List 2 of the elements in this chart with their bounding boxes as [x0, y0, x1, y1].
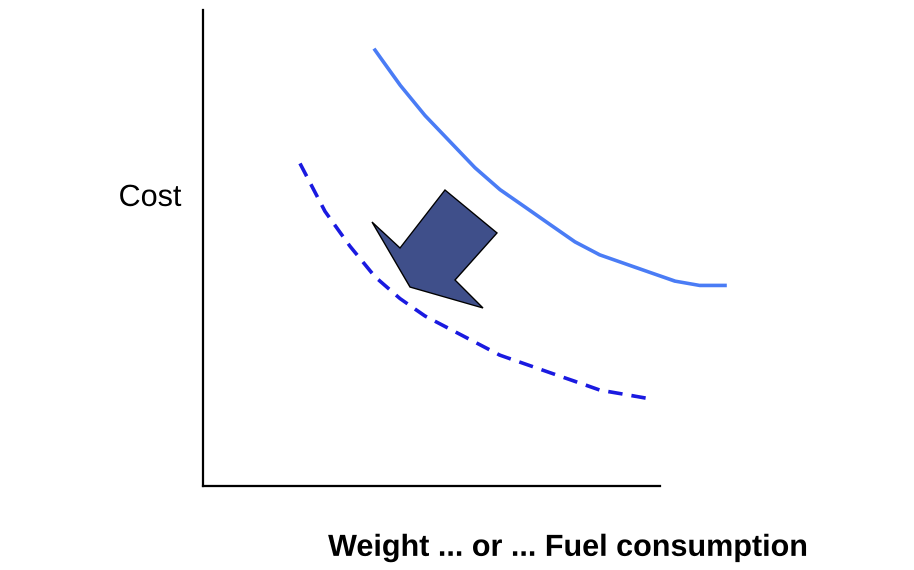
y-axis-title: Cost [120, 184, 182, 206]
x-axis-title: Weight ... or ... Fuel consumption [328, 534, 806, 562]
